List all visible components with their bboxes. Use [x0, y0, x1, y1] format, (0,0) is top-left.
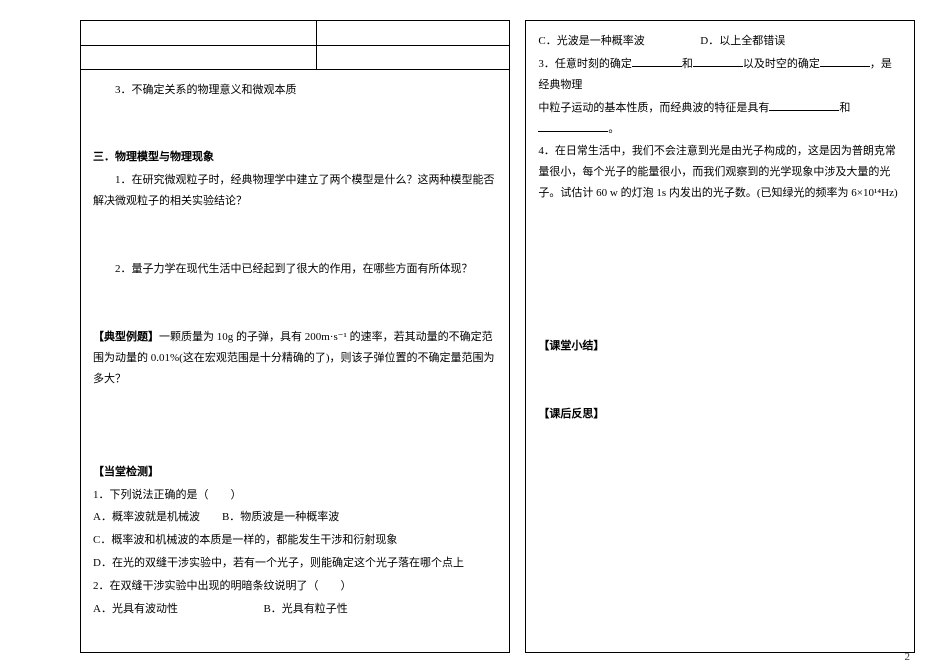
q2: 2．量子力学在现代生活中已经起到了很大的作用，在哪些方面有所体现？ [93, 259, 497, 280]
q1: 1．在研究微观粒子时，经典物理学中建立了两个模型是什么？这两种模型能否解决微观粒… [93, 170, 497, 212]
header-table [81, 21, 509, 70]
item-3-1: 3．不确定关系的物理意义和微观本质 [93, 80, 497, 101]
check-q2: 2．在双缝干涉实验中出现的明暗条纹说明了（ ） [93, 576, 497, 597]
left-content: 3．不确定关系的物理意义和微观本质 三．物理模型与物理现象 1．在研究微观粒子时… [81, 70, 509, 632]
check-2a: A．光具有波动性 [93, 603, 178, 615]
check-2b: B．光具有粒子性 [263, 603, 347, 615]
left-column: 3．不确定关系的物理意义和微观本质 三．物理模型与物理现象 1．在研究微观粒子时… [80, 20, 510, 653]
check-title: 【当堂检测】 [93, 462, 497, 483]
check-c: C．概率波和机械波的本质是一样的，都能发生干涉和衍射现象 [93, 530, 497, 551]
check-d: D．在光的双缝干涉实验中，若有一个光子，则能确定这个光子落在哪个点上 [93, 553, 497, 574]
check-2ab: A．光具有波动性 B．光具有粒子性 [93, 599, 497, 620]
check-q1: 1．下列说法正确的是（ ） [93, 485, 497, 506]
check-a: A．概率波就是机械波 B．物质波是一种概率波 [93, 507, 497, 528]
q4: 4．在日常生活中，我们不会注意到光是由光子构成的，这是因为普朗克常量很小，每个光… [538, 141, 902, 204]
section-3-title: 三．物理模型与物理现象 [93, 147, 497, 168]
reflect-title: 【课后反思】 [538, 404, 902, 425]
summary-title: 【课堂小结】 [538, 336, 902, 357]
opt-d: D．以上全都错误 [700, 35, 785, 47]
right-content: C．光波是一种概率波 D．以上全都错误 3．任意时刻的确定和以及时空的确定，是经… [526, 21, 914, 437]
q3-line1: 3．任意时刻的确定和以及时空的确定，是经典物理 [538, 54, 902, 96]
opt-c: C．光波是一种概率波 [538, 35, 644, 47]
page-number: 2 [905, 651, 911, 663]
opts-cd: C．光波是一种概率波 D．以上全都错误 [538, 31, 902, 52]
q3-line2: 中粒子运动的基本性质，而经典波的特征是具有和。 [538, 98, 902, 140]
example-label: 【典型例题】 [93, 331, 159, 343]
example: 【典型例题】一颗质量为 10g 的子弹，具有 200m·s⁻¹ 的速率，若其动量… [93, 327, 497, 390]
right-column: C．光波是一种概率波 D．以上全都错误 3．任意时刻的确定和以及时空的确定，是经… [525, 20, 915, 653]
